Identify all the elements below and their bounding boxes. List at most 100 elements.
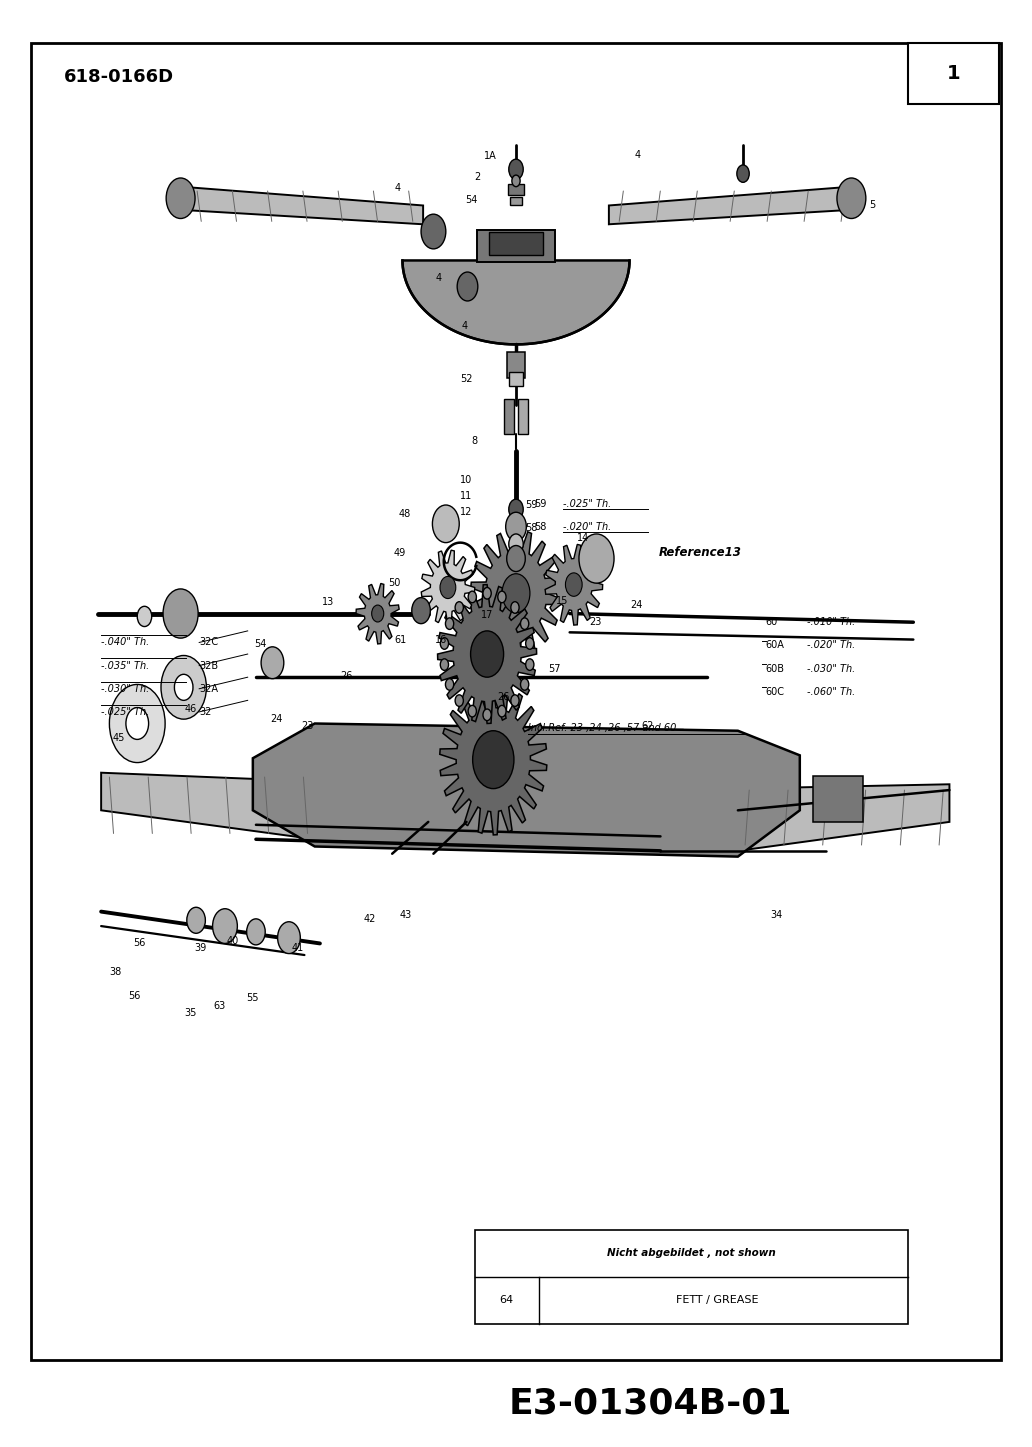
Circle shape — [509, 159, 523, 179]
Circle shape — [441, 638, 449, 650]
Circle shape — [509, 499, 523, 519]
Text: Nicht abgebildet , not shown: Nicht abgebildet , not shown — [607, 1249, 776, 1259]
Text: 60B: 60B — [766, 664, 784, 673]
Text: FETT / GREASE: FETT / GREASE — [676, 1295, 759, 1305]
Text: 618-0166D: 618-0166D — [64, 68, 174, 85]
Bar — [477, 230, 555, 262]
Circle shape — [472, 632, 503, 676]
Bar — [489, 232, 543, 255]
Circle shape — [483, 709, 491, 721]
Text: 45: 45 — [112, 734, 125, 742]
Circle shape — [509, 534, 523, 554]
Text: 38: 38 — [109, 968, 122, 977]
Text: 32C: 32C — [199, 638, 219, 647]
Text: 14: 14 — [577, 534, 589, 543]
Circle shape — [511, 695, 519, 706]
Bar — [507, 352, 525, 378]
Bar — [510, 197, 522, 205]
Text: E3-01304B-01: E3-01304B-01 — [509, 1386, 792, 1421]
Circle shape — [525, 638, 534, 650]
Polygon shape — [471, 530, 561, 657]
Text: 56: 56 — [128, 991, 140, 1000]
Text: 62: 62 — [641, 722, 653, 731]
Text: 23: 23 — [589, 618, 602, 627]
Text: 17: 17 — [481, 611, 493, 619]
Text: 64: 64 — [499, 1295, 514, 1305]
Circle shape — [261, 647, 284, 679]
Circle shape — [372, 605, 384, 622]
Text: 59: 59 — [535, 499, 547, 508]
Bar — [504, 399, 514, 434]
Circle shape — [161, 655, 206, 719]
Bar — [518, 399, 528, 434]
Text: 60C: 60C — [766, 687, 784, 696]
Circle shape — [483, 587, 491, 599]
Circle shape — [187, 907, 205, 933]
Circle shape — [469, 705, 477, 716]
Circle shape — [737, 165, 749, 182]
Text: 58: 58 — [535, 522, 547, 531]
Circle shape — [471, 631, 504, 677]
Bar — [475, 1230, 908, 1324]
Polygon shape — [402, 260, 630, 344]
Text: -.025" Th.: -.025" Th. — [101, 708, 150, 716]
Circle shape — [446, 618, 454, 629]
Text: 24: 24 — [631, 601, 643, 609]
Circle shape — [455, 695, 463, 706]
Text: 11: 11 — [460, 492, 473, 501]
Circle shape — [440, 576, 456, 599]
Text: 56: 56 — [133, 939, 146, 948]
Text: 8: 8 — [472, 437, 478, 446]
Text: 60A: 60A — [766, 641, 784, 650]
Circle shape — [247, 919, 265, 945]
Circle shape — [109, 684, 165, 763]
Text: 1: 1 — [946, 64, 961, 84]
Text: 26: 26 — [497, 693, 510, 702]
Circle shape — [506, 512, 526, 541]
Bar — [508, 184, 524, 195]
Text: 32: 32 — [199, 708, 212, 716]
Circle shape — [174, 674, 193, 700]
Text: 32B: 32B — [199, 661, 219, 670]
Text: 54: 54 — [254, 640, 266, 648]
Text: Incl.Ref. 23 ,24 ,26 ,57 and 60: Incl.Ref. 23 ,24 ,26 ,57 and 60 — [528, 724, 677, 732]
Text: -.030" Th.: -.030" Th. — [101, 684, 150, 693]
Text: 2: 2 — [475, 172, 481, 181]
Text: 61: 61 — [394, 635, 407, 644]
Circle shape — [469, 592, 477, 603]
Text: 60: 60 — [766, 618, 778, 627]
Text: 32A: 32A — [199, 684, 218, 693]
Circle shape — [566, 573, 582, 596]
Circle shape — [477, 737, 510, 783]
Text: 13: 13 — [322, 598, 334, 606]
Circle shape — [520, 679, 528, 690]
Text: 23: 23 — [301, 722, 314, 731]
Text: 55: 55 — [247, 994, 259, 1003]
Text: 16: 16 — [434, 635, 447, 644]
Text: 4: 4 — [461, 321, 467, 330]
Circle shape — [579, 534, 614, 583]
Circle shape — [512, 175, 520, 187]
Circle shape — [421, 214, 446, 249]
Circle shape — [455, 602, 463, 614]
Text: 1A: 1A — [484, 152, 496, 161]
Circle shape — [511, 602, 519, 614]
Text: 46: 46 — [185, 705, 197, 713]
Polygon shape — [738, 784, 949, 851]
Circle shape — [166, 178, 195, 218]
Circle shape — [446, 679, 454, 690]
Text: -.060" Th.: -.060" Th. — [807, 687, 856, 696]
Polygon shape — [545, 544, 603, 625]
Polygon shape — [440, 684, 547, 835]
Text: 52: 52 — [460, 375, 473, 383]
Text: 4: 4 — [635, 150, 641, 159]
Circle shape — [497, 705, 506, 716]
Circle shape — [412, 598, 430, 624]
Text: 63: 63 — [214, 1001, 226, 1010]
Circle shape — [137, 606, 152, 627]
Text: -.020" Th.: -.020" Th. — [807, 641, 856, 650]
Circle shape — [473, 731, 514, 789]
Text: 26: 26 — [341, 671, 353, 680]
Polygon shape — [253, 724, 800, 857]
Circle shape — [163, 589, 198, 638]
